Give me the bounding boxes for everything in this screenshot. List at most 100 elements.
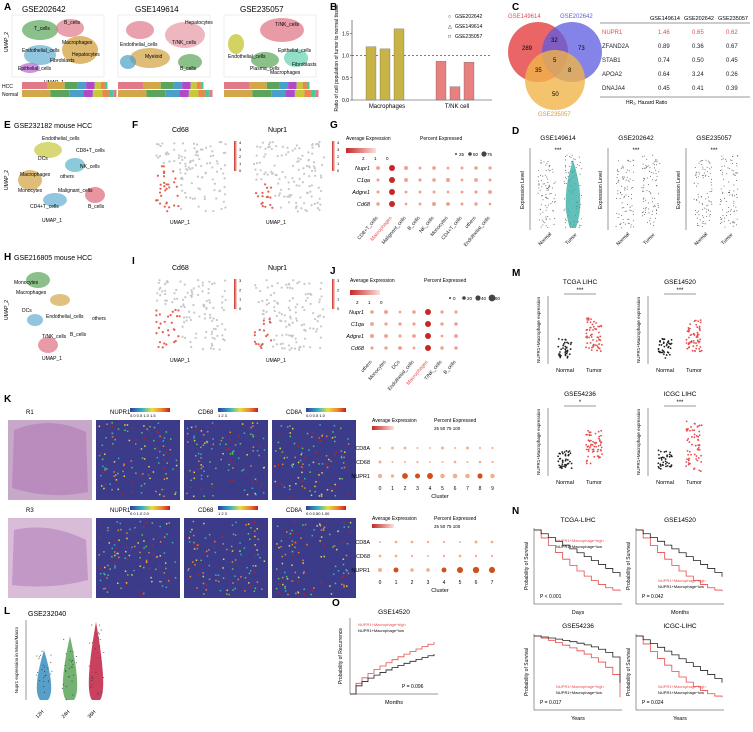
point [721, 221, 723, 223]
cell-point [185, 196, 188, 199]
spot [342, 462, 345, 464]
cell-point [204, 209, 207, 213]
cell-point [253, 334, 256, 337]
point [647, 208, 649, 210]
cell-point [288, 309, 292, 312]
cell-point [203, 195, 206, 198]
point [723, 165, 725, 167]
point [722, 192, 724, 194]
point [722, 214, 724, 216]
point [721, 169, 723, 171]
spot [249, 569, 252, 572]
spot [209, 461, 211, 463]
spot [226, 589, 229, 592]
cell-point [170, 321, 173, 324]
cell-point [158, 154, 162, 158]
cell-point [265, 303, 268, 306]
cell-point [268, 320, 271, 323]
point [647, 221, 649, 223]
point [665, 354, 668, 356]
hr-value: 0.64 [658, 72, 670, 78]
spot [311, 590, 314, 592]
umap-label: T/NK_cells [42, 334, 67, 340]
umap-label: Epithelial_cells [278, 48, 312, 54]
point [620, 167, 622, 169]
km-curve-high [636, 529, 723, 592]
cell-point [280, 313, 283, 316]
point [643, 214, 645, 216]
spot [106, 468, 108, 470]
panel-g-label: G [330, 120, 338, 131]
expression-dot [453, 460, 457, 464]
point [719, 204, 721, 206]
spot [233, 549, 235, 551]
point [65, 671, 67, 673]
spot [301, 452, 303, 455]
spot [169, 449, 172, 451]
point [720, 201, 722, 203]
spot [142, 526, 145, 528]
point [669, 451, 672, 454]
spot [310, 593, 312, 596]
cell-point [207, 292, 210, 295]
spot [195, 543, 197, 546]
point [548, 166, 550, 168]
spot [345, 569, 347, 571]
cell-point [297, 348, 301, 352]
point [701, 222, 703, 224]
cell-point [212, 209, 215, 213]
cell-point [224, 193, 227, 196]
spot [318, 474, 320, 476]
spot [294, 571, 297, 574]
legend-title: Average Expression [372, 516, 417, 522]
cell-point [201, 176, 204, 179]
point [643, 167, 645, 169]
scale-ticks: 1 2 3 [218, 511, 228, 516]
expression-dot [490, 540, 494, 544]
cell-point [161, 142, 164, 145]
spot [148, 465, 150, 468]
spot [277, 577, 280, 580]
spot [131, 574, 133, 576]
cell-point [212, 154, 215, 157]
spot [237, 578, 239, 581]
cell-point [189, 196, 192, 199]
spot [334, 565, 337, 568]
cell-point [309, 302, 312, 305]
spot [343, 586, 345, 588]
spot [154, 447, 156, 450]
umap-label: Macrophages [270, 70, 301, 76]
cell-type-label: DCs [391, 359, 402, 371]
cell-type-label: B_cells [443, 359, 458, 376]
cell-point [163, 185, 166, 188]
cell-point [168, 186, 171, 189]
x-axis-label: Days [572, 610, 585, 616]
cell-point [264, 171, 267, 174]
spot [346, 585, 348, 587]
spot [284, 454, 287, 457]
point [587, 318, 590, 321]
km-title: GSE14520 [378, 609, 410, 616]
expression-dot [427, 473, 433, 479]
point [36, 674, 38, 676]
gene-label: CD68 [356, 554, 370, 560]
group-label: Normal [556, 480, 574, 486]
point [632, 220, 634, 222]
cell-point [191, 197, 194, 200]
spot [339, 477, 341, 480]
spot [104, 469, 106, 471]
point [641, 156, 643, 158]
expression-dot [440, 310, 444, 314]
point [654, 206, 656, 208]
proportion-segment [306, 82, 310, 89]
spot [244, 590, 246, 592]
spot [254, 535, 256, 538]
spot [282, 583, 284, 586]
point [548, 204, 550, 206]
cell-point [294, 311, 297, 314]
cluster-tick: 1 [395, 580, 398, 586]
point [711, 184, 713, 186]
cell-point [210, 342, 214, 346]
cell-point [157, 326, 161, 329]
point [569, 452, 572, 455]
